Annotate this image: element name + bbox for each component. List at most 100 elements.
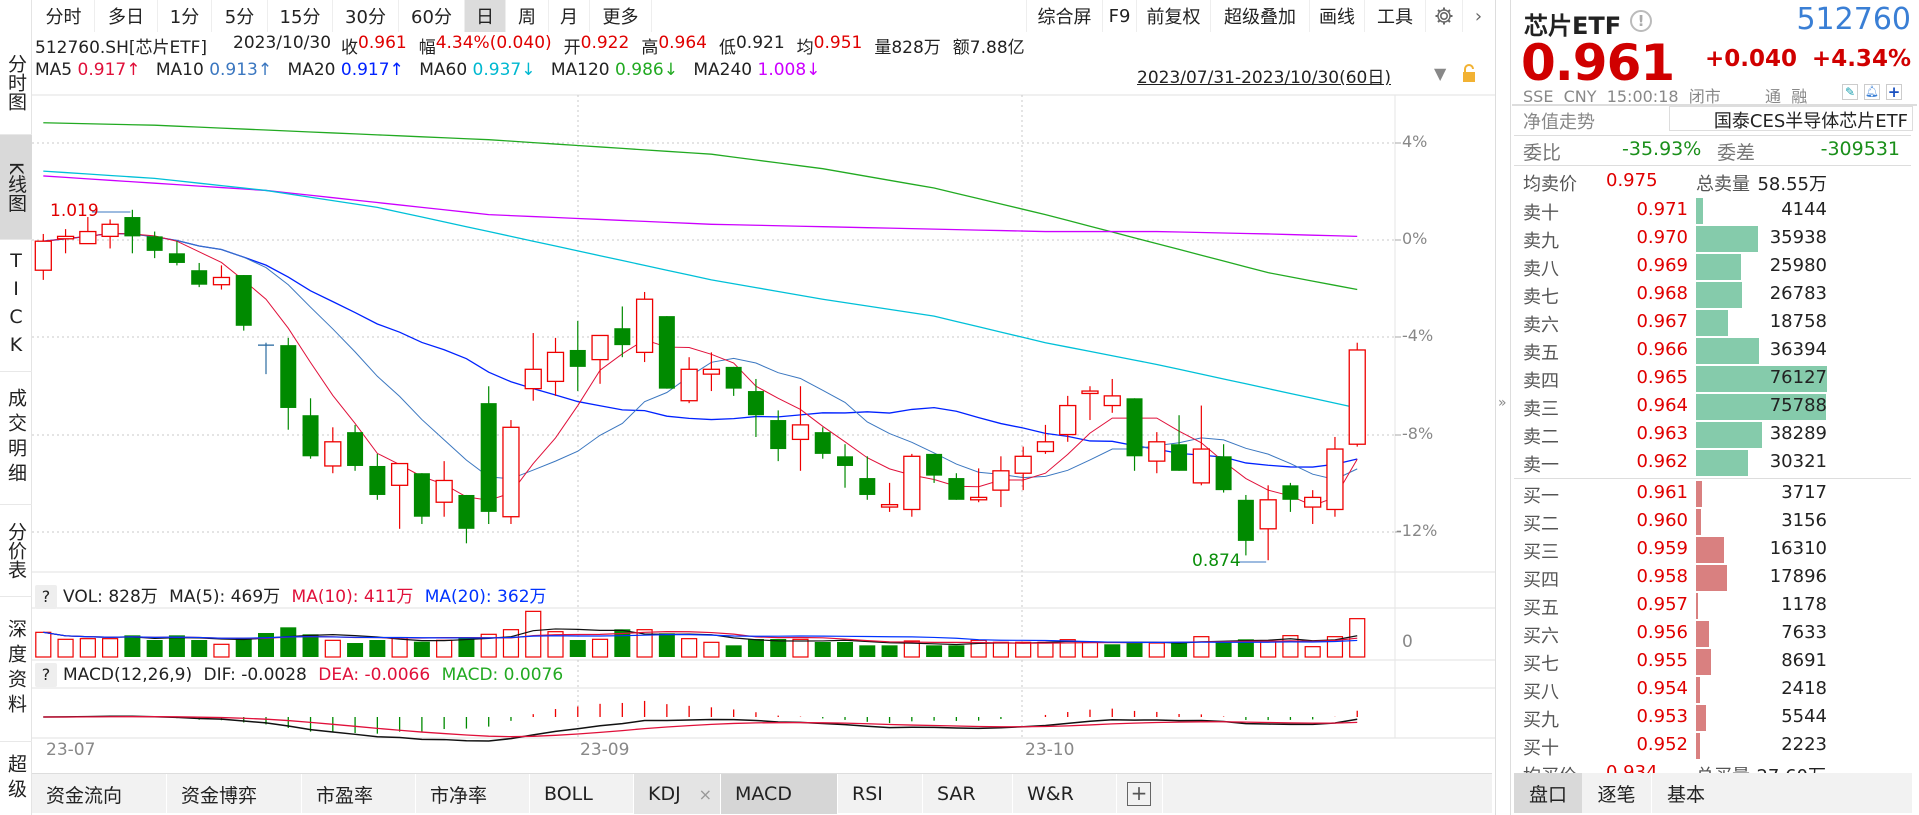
tab-weekly[interactable]: 周 — [506, 0, 549, 32]
composite-screen-button[interactable]: 综合屏 — [1026, 0, 1102, 32]
candle-body — [635, 298, 654, 354]
fund-name-box[interactable]: 国泰CES半导体芯片ETF — [1669, 106, 1913, 132]
plus-icon[interactable]: + — [1117, 774, 1163, 814]
level-volume-bar — [1696, 366, 1827, 392]
level-label: 买九 — [1523, 710, 1559, 731]
nav-trend-link[interactable]: 净值走势 — [1523, 112, 1595, 133]
collapse-icon[interactable]: » — [1498, 395, 1507, 411]
forward-adjust-button[interactable]: 前复权 — [1136, 0, 1210, 32]
ask-level[interactable]: 卖九 0.970 35938 — [1523, 225, 1913, 253]
sidebar-item-trades[interactable]: 成交明细 — [0, 372, 32, 505]
bid-level[interactable]: 买四 0.958 17896 — [1523, 564, 1913, 592]
sidebar-item-price-table[interactable]: 分价表 — [0, 505, 32, 597]
tab-fund-flow[interactable]: 资金流向 — [32, 774, 167, 814]
sidebar-item-kline[interactable]: K线图 — [0, 135, 32, 240]
ask-level[interactable]: 卖四 0.965 76127 — [1523, 365, 1913, 393]
tab-5min[interactable]: 5分 — [212, 0, 268, 32]
draw-line-button[interactable]: 画线 — [1309, 0, 1364, 32]
tab-basic[interactable]: 基本 — [1666, 783, 1705, 806]
bid-level[interactable]: 买二 0.960 3156 — [1523, 508, 1913, 536]
ask-level[interactable]: 卖五 0.966 36394 — [1523, 337, 1913, 365]
level-price: 0.960 — [1636, 510, 1688, 531]
bid-level[interactable]: 买七 0.955 8691 — [1523, 648, 1913, 676]
tab-rsi[interactable]: RSI — [838, 774, 923, 814]
tab-fund-game[interactable]: 资金博弈 — [167, 774, 302, 814]
ask-level[interactable]: 卖二 0.963 38289 — [1523, 421, 1913, 449]
volume-bar — [814, 642, 831, 657]
bell-icon[interactable]: 🔔︎ — [1864, 84, 1880, 100]
bid-level[interactable]: 买八 0.954 2418 — [1523, 676, 1913, 704]
level-label: 买八 — [1523, 682, 1559, 703]
candle-body — [791, 424, 810, 441]
close-icon[interactable]: × — [698, 784, 712, 804]
panel-splitter[interactable] — [1495, 0, 1510, 815]
lock-icon[interactable] — [1462, 64, 1476, 86]
ask-level[interactable]: 卖十 0.971 4144 — [1523, 197, 1913, 225]
min-price-label: 0.874 — [1192, 551, 1241, 571]
sidebar-item-intraday[interactable]: 分时图 — [0, 30, 32, 135]
gear-icon[interactable] — [1425, 0, 1462, 32]
level-volume-bar — [1696, 705, 1706, 731]
ask-level[interactable]: 卖七 0.968 26783 — [1523, 281, 1913, 309]
y-tick-label: -4% — [1402, 326, 1434, 345]
level-label: 卖二 — [1523, 427, 1559, 448]
chevron-right-icon[interactable]: › — [1462, 0, 1494, 32]
tab-intraday[interactable]: 分时 — [33, 0, 95, 32]
kline-chart[interactable] — [0, 0, 1495, 773]
tools-button[interactable]: 工具 — [1364, 0, 1425, 32]
volume-bar — [1059, 639, 1076, 658]
sidebar-item-super[interactable]: 超级 — [5, 753, 27, 804]
candle-body — [680, 368, 698, 402]
info-icon[interactable]: ! — [1630, 10, 1652, 32]
tab-monthly[interactable]: 月 — [549, 0, 590, 32]
tab-15min[interactable]: 15分 — [268, 0, 333, 32]
f9-button[interactable]: F9 — [1102, 0, 1136, 32]
add-icon[interactable]: + — [1886, 83, 1902, 101]
dropdown-triangle-icon[interactable]: ▼ — [1434, 64, 1447, 83]
sidebar-item-tick[interactable]: TICK — [0, 240, 32, 372]
tab-more[interactable]: 更多 — [590, 0, 652, 32]
bid-level[interactable]: 买九 0.953 5544 — [1523, 704, 1913, 732]
tab-1min[interactable]: 1分 — [158, 0, 212, 32]
candle-body — [814, 432, 831, 454]
tab-boll[interactable]: BOLL — [530, 774, 634, 814]
ma5-value: 0.917↑ — [77, 60, 141, 80]
price-change: +0.040 — [1705, 46, 1798, 72]
tab-pb[interactable]: 市净率 — [416, 774, 530, 814]
candle-body — [435, 479, 453, 503]
ask-level[interactable]: 卖三 0.964 75788 — [1523, 393, 1913, 421]
level-label: 卖七 — [1523, 287, 1559, 308]
ask-level[interactable]: 卖六 0.967 18758 — [1523, 309, 1913, 337]
bid-level[interactable]: 买一 0.961 3717 — [1523, 480, 1913, 508]
tab-60min[interactable]: 60分 — [399, 0, 465, 32]
level-label: 买一 — [1523, 486, 1559, 507]
overlay-button[interactable]: 超级叠加 — [1210, 0, 1309, 32]
candle-body — [837, 456, 854, 466]
bid-level[interactable]: 买六 0.956 7633 — [1523, 620, 1913, 648]
view-sidebar: 分时图 K线图 TICK 成交明细 分价表 深度资料 超级 — [0, 0, 32, 815]
ask-level[interactable]: 卖八 0.969 25980 — [1523, 253, 1913, 281]
tab-pe[interactable]: 市盈率 — [302, 774, 416, 814]
date-range-selector[interactable]: 2023/07/31-2023/10/30(60日) — [1137, 68, 1391, 88]
bid-level[interactable]: 买五 0.957 1178 — [1523, 592, 1913, 620]
tab-order-book[interactable]: 盘口 — [1514, 773, 1582, 813]
bid-level[interactable]: 买三 0.959 16310 — [1523, 536, 1913, 564]
tab-sar[interactable]: SAR — [923, 774, 1013, 814]
sidebar-item-depth[interactable]: 深度资料 — [0, 597, 32, 742]
y-tick-label: -12% — [1396, 521, 1438, 540]
level-volume-bar — [1696, 565, 1727, 591]
bid-level[interactable]: 买十 0.952 2223 — [1523, 732, 1913, 760]
volume-help-button[interactable]: ? — [35, 585, 57, 609]
ask-level[interactable]: 卖一 0.962 30321 — [1523, 449, 1913, 477]
tab-tick-by-tick[interactable]: 逐笔 — [1582, 773, 1652, 813]
tab-30min[interactable]: 30分 — [333, 0, 399, 32]
volume-bar — [235, 638, 252, 657]
pencil-icon[interactable]: ✎ — [1842, 84, 1858, 100]
tab-kdj[interactable]: KDJ × — [634, 774, 721, 814]
tab-multiday[interactable]: 多日 — [95, 0, 158, 32]
tab-wr[interactable]: W&R — [1013, 774, 1117, 814]
level-volume-bar — [1696, 226, 1758, 252]
macd-help-button[interactable]: ? — [35, 663, 57, 687]
tab-daily[interactable]: 日 — [465, 0, 506, 32]
tab-macd[interactable]: MACD — [721, 774, 838, 814]
